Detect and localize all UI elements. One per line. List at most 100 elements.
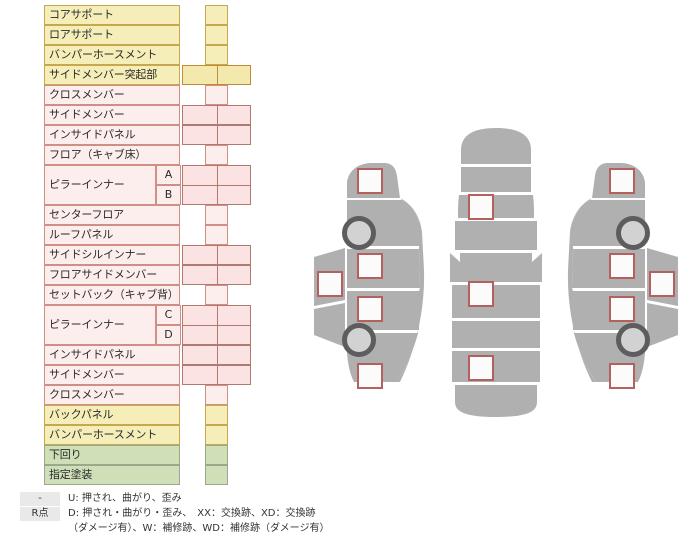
table-row: セットバック（キャブ背） bbox=[44, 285, 250, 305]
part-name-label: バックパネル bbox=[44, 405, 180, 425]
condition-cell-wide bbox=[182, 365, 251, 385]
wheel-right-front bbox=[616, 216, 650, 250]
damage-marker-right-sill bbox=[609, 296, 635, 322]
condition-cell-right-half bbox=[216, 126, 251, 144]
part-name-label: フロアサイドメンバー bbox=[44, 265, 180, 285]
part-name-label: サイドメンバー突起部 bbox=[44, 65, 180, 85]
table-row: バンパーホースメント bbox=[44, 45, 250, 65]
legend: - U: 押され、曲がり、歪み R点 D: 押され・曲がり・歪み、 XX：交換跡… bbox=[20, 492, 420, 536]
part-name-label: サイドメンバー bbox=[44, 365, 180, 385]
part-name-label: 指定塗装 bbox=[44, 465, 180, 485]
condition-cell-wide bbox=[182, 345, 251, 365]
table-row: センターフロア bbox=[44, 205, 250, 225]
legend-text-d: D: 押され・曲がり・歪み、 XX：交換跡、XD：交換跡 bbox=[68, 508, 316, 519]
table-row: ロアサポート bbox=[44, 25, 250, 45]
condition-cell bbox=[205, 465, 228, 485]
table-row: ピラーインナー C D bbox=[44, 305, 251, 345]
table-row: フロアサイドメンバー bbox=[44, 265, 251, 285]
legend-text-u: U: 押され、曲がり、歪み bbox=[68, 493, 182, 504]
part-name-label: ピラーインナー bbox=[44, 305, 156, 345]
condition-cell bbox=[205, 45, 228, 65]
table-row: クロスメンバー bbox=[44, 85, 250, 105]
part-name-label: クロスメンバー bbox=[44, 385, 180, 405]
part-name-label: サイドシルインナー bbox=[44, 245, 180, 265]
wheel-left-rear bbox=[342, 323, 376, 357]
condition-cell-wide bbox=[182, 65, 251, 85]
top-cabin-mid bbox=[452, 285, 540, 318]
left-outer-fender bbox=[396, 198, 425, 382]
damage-marker-top-cabin bbox=[468, 281, 494, 307]
damage-marker-left-door bbox=[357, 253, 383, 279]
part-name-label: クロスメンバー bbox=[44, 85, 180, 105]
condition-cell-right-half bbox=[216, 106, 251, 124]
condition-cell bbox=[205, 145, 228, 165]
condition-cell-wide bbox=[182, 105, 251, 125]
table-row: 下回り bbox=[44, 445, 250, 465]
condition-cell bbox=[205, 85, 228, 105]
top-trunk bbox=[452, 351, 540, 382]
part-name-label: バンパーホースメント bbox=[44, 45, 180, 65]
table-row: サイドメンバー突起部 bbox=[44, 65, 251, 85]
condition-cell-right-half bbox=[216, 246, 251, 264]
table-row: コアサポート bbox=[44, 5, 250, 25]
condition-cell-divider bbox=[183, 185, 250, 186]
condition-cell bbox=[205, 385, 228, 405]
legend-key-rpoint: R点 bbox=[20, 507, 60, 521]
part-name-label: ロアサポート bbox=[44, 25, 180, 45]
right-door-flap-lower bbox=[647, 303, 678, 347]
top-cabin-rear bbox=[452, 321, 540, 348]
top-front-bumper bbox=[461, 128, 531, 164]
table-row: インサイドパネル bbox=[44, 125, 251, 145]
damage-marker-left-flap bbox=[317, 271, 343, 297]
table-row: ルーフパネル bbox=[44, 225, 250, 245]
legend-row-u: - U: 押され、曲がり、歪み bbox=[20, 492, 420, 506]
damage-marker-right-front bbox=[609, 168, 635, 194]
part-name-label: サイドメンバー bbox=[44, 105, 180, 125]
condition-cell bbox=[205, 285, 228, 305]
condition-cell-wide bbox=[182, 265, 251, 285]
condition-cell bbox=[205, 205, 228, 225]
part-name-label: コアサポート bbox=[44, 5, 180, 25]
damage-marker-left-sill bbox=[357, 296, 383, 322]
part-name-label: インサイドパネル bbox=[44, 345, 180, 365]
legend-text-d-cont: （ダメージ有）、W：補修跡、WD：補修跡（ダメージ有） bbox=[68, 523, 330, 534]
table-row: バックパネル bbox=[44, 405, 250, 425]
condition-cell-wide bbox=[182, 245, 251, 265]
condition-cell-wide bbox=[182, 305, 251, 345]
top-hood bbox=[461, 167, 531, 192]
part-name-label: 下回り bbox=[44, 445, 180, 465]
top-pillar-band bbox=[450, 253, 542, 282]
table-row: ピラーインナー A B bbox=[44, 165, 251, 205]
top-roof-front bbox=[455, 221, 537, 250]
legend-row-d: R点 D: 押され・曲がり・歪み、 XX：交換跡、XD：交換跡 bbox=[20, 507, 420, 521]
damage-marker-top-hood bbox=[468, 194, 494, 220]
table-row: サイドシルインナー bbox=[44, 245, 251, 265]
table-row: バンパーホースメント bbox=[44, 425, 250, 445]
part-name-label: センターフロア bbox=[44, 205, 180, 225]
condition-cell bbox=[205, 25, 228, 45]
part-name-label: ピラーインナー bbox=[44, 165, 156, 205]
damage-marker-left-front bbox=[357, 168, 383, 194]
table-row: フロア（キャブ床） bbox=[44, 145, 250, 165]
table-row: インサイドパネル bbox=[44, 345, 251, 365]
legend-key-dash: - bbox=[20, 492, 60, 506]
part-sub-label: B bbox=[156, 185, 181, 205]
condition-cell-right-half bbox=[216, 66, 251, 84]
condition-cell-wide bbox=[182, 125, 251, 145]
part-name-label: インサイドパネル bbox=[44, 125, 180, 145]
condition-cell bbox=[205, 405, 228, 425]
part-name-label: バンパーホースメント bbox=[44, 425, 180, 445]
part-name-label: ルーフパネル bbox=[44, 225, 180, 245]
condition-cell-wide bbox=[182, 165, 251, 205]
top-rear-bumper bbox=[455, 385, 537, 417]
condition-cell-divider bbox=[183, 325, 250, 326]
condition-cell bbox=[205, 225, 228, 245]
damage-marker-left-rear bbox=[357, 363, 383, 389]
table-row: 指定塗装 bbox=[44, 465, 250, 485]
condition-cell bbox=[205, 445, 228, 465]
part-name-label: セットバック（キャブ背） bbox=[44, 285, 180, 305]
damage-marker-right-rear bbox=[609, 363, 635, 389]
vehicle-body-damage-diagram bbox=[300, 120, 692, 420]
damage-marker-top-trunk bbox=[468, 355, 494, 381]
wheel-right-rear bbox=[616, 323, 650, 357]
